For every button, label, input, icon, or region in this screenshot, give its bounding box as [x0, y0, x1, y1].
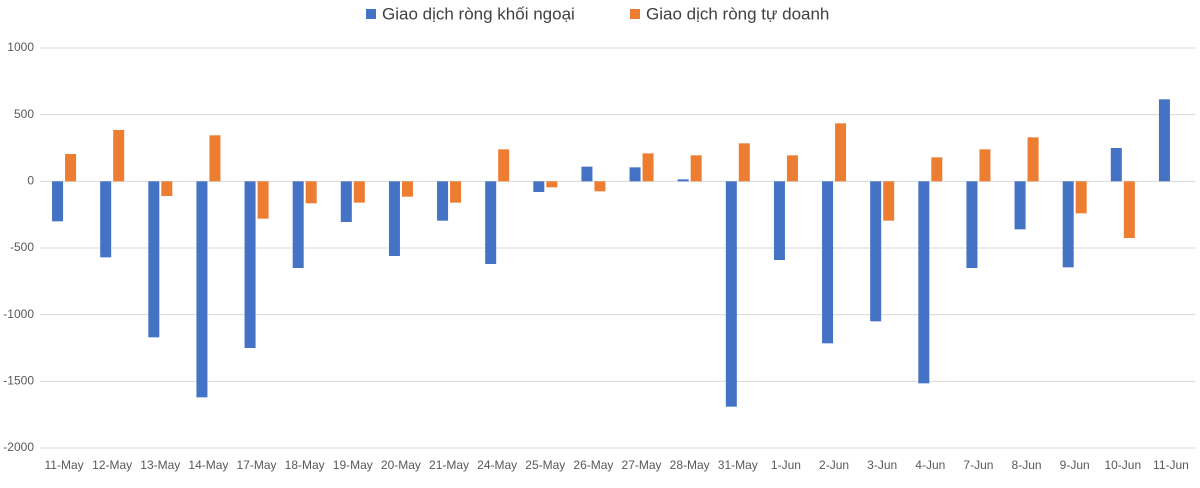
bar [244, 181, 256, 348]
bar [340, 181, 352, 222]
bar [1062, 181, 1074, 268]
x-tick-label: 28-May [670, 458, 710, 472]
bar [979, 149, 991, 182]
y-tick-label: -2000 [3, 440, 34, 454]
bar [546, 181, 558, 188]
x-tick-label: 11-Jun [1153, 458, 1189, 472]
bar [594, 181, 606, 192]
bar [161, 181, 173, 196]
legend-label: Giao dịch ròng tự doanh [646, 4, 829, 23]
bar [642, 153, 654, 182]
bar [822, 181, 834, 344]
x-tick-label: 31-May [718, 458, 758, 472]
bar [1014, 181, 1026, 230]
bar [113, 130, 125, 182]
bar [581, 166, 593, 182]
x-tick-label: 20-May [381, 458, 421, 472]
bar [835, 123, 847, 182]
bar [257, 181, 269, 219]
bar [629, 167, 641, 182]
bar [773, 181, 785, 260]
bar [533, 181, 545, 192]
bar [209, 135, 221, 182]
x-tick-label: 2-Jun [819, 458, 849, 472]
x-tick-label: 8-Jun [1012, 458, 1042, 472]
x-tick-label: 1-Jun [771, 458, 801, 472]
y-tick-label: -1000 [3, 307, 34, 321]
x-tick-label: 7-Jun [963, 458, 993, 472]
bar [1075, 181, 1087, 214]
bar [148, 181, 160, 338]
x-tick-label: 12-May [92, 458, 132, 472]
bar [52, 181, 64, 222]
y-tick-label: -1500 [3, 374, 34, 388]
bar [485, 181, 497, 264]
legend-swatch [630, 9, 640, 19]
bar [1158, 99, 1170, 182]
x-tick-label: 27-May [622, 458, 662, 472]
bar [690, 155, 702, 182]
x-tick-label: 11-May [45, 458, 84, 472]
bar [1110, 148, 1122, 182]
y-tick-label: -500 [10, 240, 34, 254]
bar [437, 181, 449, 221]
bar [738, 143, 750, 182]
bar [450, 181, 462, 203]
bar [498, 149, 510, 182]
legend-swatch [366, 9, 376, 19]
x-tick-label: 9-Jun [1060, 458, 1090, 472]
bar [931, 157, 943, 182]
x-tick-label: 21-May [429, 458, 469, 472]
bar [725, 181, 737, 407]
x-tick-label: 17-May [237, 458, 277, 472]
bar [677, 179, 689, 182]
x-tick-label: 26-May [573, 458, 613, 472]
x-tick-label: 19-May [333, 458, 373, 472]
x-tick-label: 3-Jun [867, 458, 897, 472]
x-tick-label: 14-May [188, 458, 228, 472]
bar [305, 181, 317, 204]
bar [100, 181, 112, 258]
bar [786, 155, 798, 182]
bar [1123, 181, 1135, 238]
x-tick-label: 4-Jun [915, 458, 945, 472]
x-tick-label: 13-May [140, 458, 180, 472]
bar [883, 181, 895, 221]
bar [353, 181, 365, 203]
y-tick-label: 0 [27, 174, 34, 188]
bar [870, 181, 882, 322]
bar [1027, 137, 1039, 182]
bar [918, 181, 930, 384]
bar [966, 181, 978, 268]
x-tick-label: 25-May [525, 458, 565, 472]
bar [65, 154, 77, 182]
bar [292, 181, 304, 268]
legend-label: Giao dịch ròng khối ngoại [382, 4, 575, 23]
y-tick-label: 500 [14, 107, 34, 121]
y-tick-label: 1000 [7, 40, 34, 54]
x-tick-label: 24-May [477, 458, 517, 472]
bar [388, 181, 400, 256]
bar [401, 181, 413, 197]
bar [196, 181, 208, 398]
x-tick-label: 10-Jun [1104, 458, 1141, 472]
x-tick-label: 18-May [285, 458, 325, 472]
